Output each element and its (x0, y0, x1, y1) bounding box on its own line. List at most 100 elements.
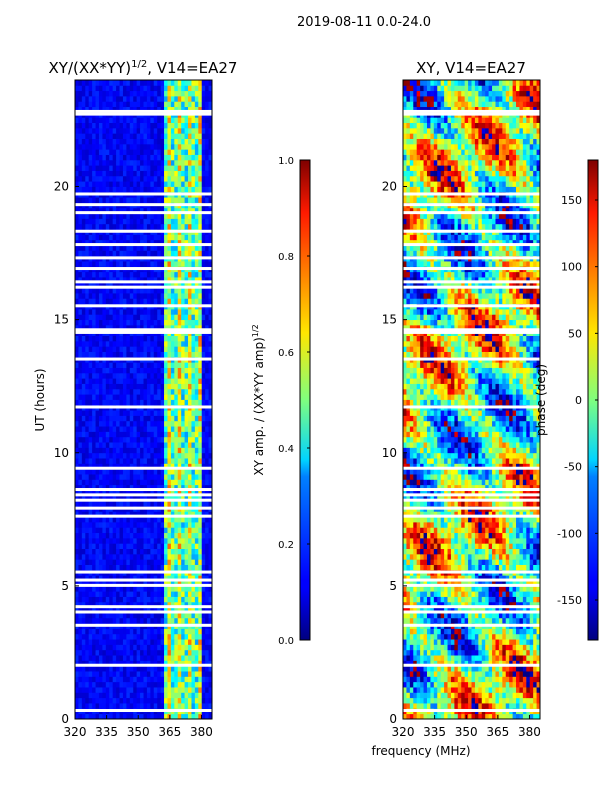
amplitude-cell (133, 122, 138, 129)
amplitude-cell (184, 165, 189, 171)
amplitude-cell (146, 671, 151, 677)
amplitude-cell (201, 80, 206, 86)
amplitude-cell (170, 527, 175, 534)
amplitude-cell (198, 463, 203, 470)
amplitude-cell (205, 553, 209, 560)
amplitude-cell (95, 442, 100, 448)
amplitude-cell (98, 399, 103, 406)
amplitude-cell (143, 367, 148, 374)
amplitude-cell (150, 314, 155, 321)
amplitude-cell (170, 532, 175, 539)
amplitude-cell (191, 223, 196, 230)
amplitude-cell (119, 490, 124, 496)
amplitude-cell (81, 101, 86, 108)
amplitude-cell (174, 426, 179, 432)
amplitude-cell (191, 447, 196, 454)
amplitude-cell (160, 85, 165, 92)
amplitude-cell (78, 372, 83, 379)
amplitude-cell (153, 335, 158, 342)
amplitude-colorbar-ticks: 0.00.20.40.60.81.0 (278, 156, 310, 647)
amplitude-cell (170, 607, 175, 613)
phase-cell (488, 713, 493, 719)
amplitude-cell (116, 106, 120, 113)
amplitude-cell (81, 340, 86, 347)
amplitude-cell (198, 388, 203, 395)
amplitude-cell (116, 553, 120, 560)
amplitude-cell (95, 90, 100, 97)
amplitude-cell (208, 207, 212, 214)
amplitude-cell (105, 490, 110, 496)
amplitude-cell (177, 521, 182, 528)
amplitude-cell (81, 271, 86, 278)
amplitude-cell (143, 559, 148, 565)
amplitude-cell (78, 633, 83, 640)
amplitude-cell (119, 479, 124, 486)
amplitude-cell (208, 420, 212, 427)
amplitude-cell (201, 484, 206, 491)
amplitude-cell (133, 490, 138, 496)
amplitude-cell (126, 314, 131, 321)
amplitude-cell (75, 426, 79, 432)
amplitude-cell (208, 127, 212, 134)
amplitude-cell (177, 543, 182, 549)
amplitude-cell (81, 676, 86, 683)
amplitude-cell (150, 159, 155, 166)
amplitude-cell (164, 639, 168, 645)
amplitude-cell (133, 516, 138, 523)
amplitude-cell (102, 154, 107, 161)
amplitude-cell (78, 181, 83, 187)
amplitude-cell (105, 335, 110, 342)
amplitude-cell (95, 681, 100, 688)
amplitude-cell (157, 383, 162, 390)
amplitude-cell (164, 511, 168, 518)
amplitude-cell (201, 649, 206, 656)
amplitude-cell (105, 170, 110, 177)
amplitude-cell (119, 127, 124, 134)
amplitude-cell (150, 681, 155, 688)
amplitude-cell (126, 628, 131, 635)
amplitude-cell (170, 127, 175, 134)
amplitude-cell (92, 697, 96, 704)
amplitude-cell (184, 213, 189, 219)
amplitude-cell (188, 527, 192, 534)
amplitude-cell (112, 170, 117, 177)
amplitude-cell (129, 692, 134, 699)
amplitude-cell (167, 138, 172, 145)
amplitude-cell (170, 612, 175, 619)
amplitude-cell (184, 287, 189, 294)
amplitude-cell (78, 612, 83, 619)
amplitude-cell (146, 687, 151, 693)
amplitude-cell (75, 181, 79, 187)
amplitude-cell (201, 463, 206, 470)
amplitude-cell (208, 490, 212, 496)
amplitude-cell (160, 346, 165, 352)
amplitude-cell (153, 319, 158, 326)
amplitude-cell (188, 308, 192, 315)
amplitude-cell (146, 703, 151, 709)
amplitude-cell (153, 442, 158, 448)
amplitude-cell (194, 601, 199, 608)
amplitude-cell (126, 277, 131, 283)
amplitude-cell (92, 591, 96, 597)
amplitude-cell (150, 170, 155, 177)
amplitude-cell (116, 223, 120, 230)
amplitude-cell (201, 165, 206, 171)
amplitude-cell (184, 420, 189, 427)
amplitude-cell (98, 367, 103, 374)
amplitude-cell (136, 106, 141, 113)
amplitude-cell (208, 559, 212, 565)
amplitude-cell (95, 420, 100, 427)
phase-cell (457, 703, 462, 709)
amplitude-cell (129, 133, 134, 139)
amplitude-cell (109, 149, 114, 155)
amplitude-cell (143, 346, 148, 352)
amplitude-cell (129, 676, 134, 683)
amplitude-cell (92, 388, 96, 395)
amplitude-cell (98, 458, 103, 464)
amplitude-cell (129, 372, 134, 379)
amplitude-cell (136, 308, 141, 315)
amplitude-cell (181, 117, 185, 123)
amplitude-cell (88, 671, 93, 677)
amplitude-cell (184, 138, 189, 145)
amplitude-cell (143, 133, 148, 139)
